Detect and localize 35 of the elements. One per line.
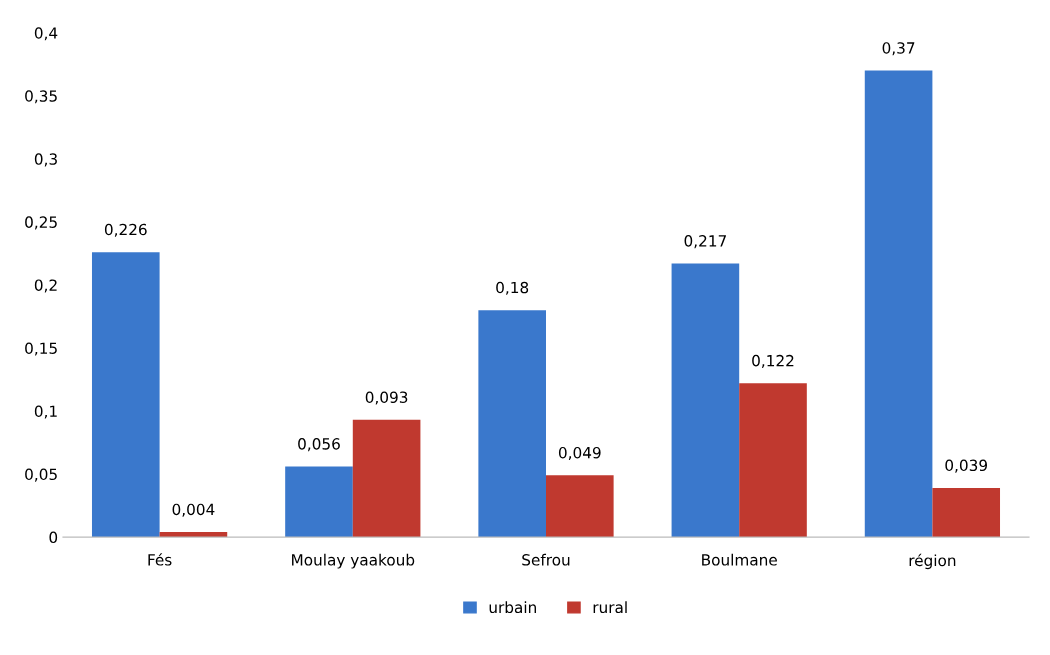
data-label: 0,18 (496, 281, 529, 295)
data-label: 0,049 (558, 446, 601, 461)
bar (285, 466, 353, 538)
bar (671, 263, 740, 538)
y-tick-label: 0 (49, 531, 58, 544)
data-label: 0,217 (684, 235, 726, 249)
bar (546, 475, 614, 538)
x-tick-label: région (909, 553, 956, 570)
bar (932, 487, 1001, 538)
legend-label: urbain (489, 601, 536, 614)
x-tick-label: Boulmane (702, 553, 777, 566)
y-tick-label: 0,2 (34, 279, 57, 293)
data-label: 0,122 (752, 354, 794, 368)
x-tick-label: Moulay yaakoub (292, 553, 415, 569)
y-tick-label: 0,4 (34, 27, 58, 41)
data-label: 0,226 (104, 223, 147, 237)
data-label: 0,056 (298, 438, 340, 452)
y-tick-label: 0,25 (25, 216, 57, 230)
x-tick-label: Fés (148, 553, 172, 566)
bar (478, 310, 546, 538)
y-tick-label: 0,1 (34, 405, 57, 419)
data-label: 0,039 (945, 459, 987, 473)
y-tick-label: 0,15 (25, 342, 57, 356)
y-tick-label: 0,05 (25, 468, 57, 482)
bar (739, 383, 807, 538)
legend-label: rural (593, 601, 627, 614)
data-label: 0,004 (172, 503, 215, 517)
bar (91, 252, 160, 538)
data-label: 0,093 (365, 391, 408, 405)
bar (864, 70, 933, 538)
y-tick-label: 0,35 (25, 90, 57, 104)
x-tick-label: Sefrou (522, 553, 570, 566)
data-label: 0,37 (882, 42, 915, 56)
bar (352, 419, 421, 538)
y-tick-label: 0,3 (34, 153, 57, 167)
